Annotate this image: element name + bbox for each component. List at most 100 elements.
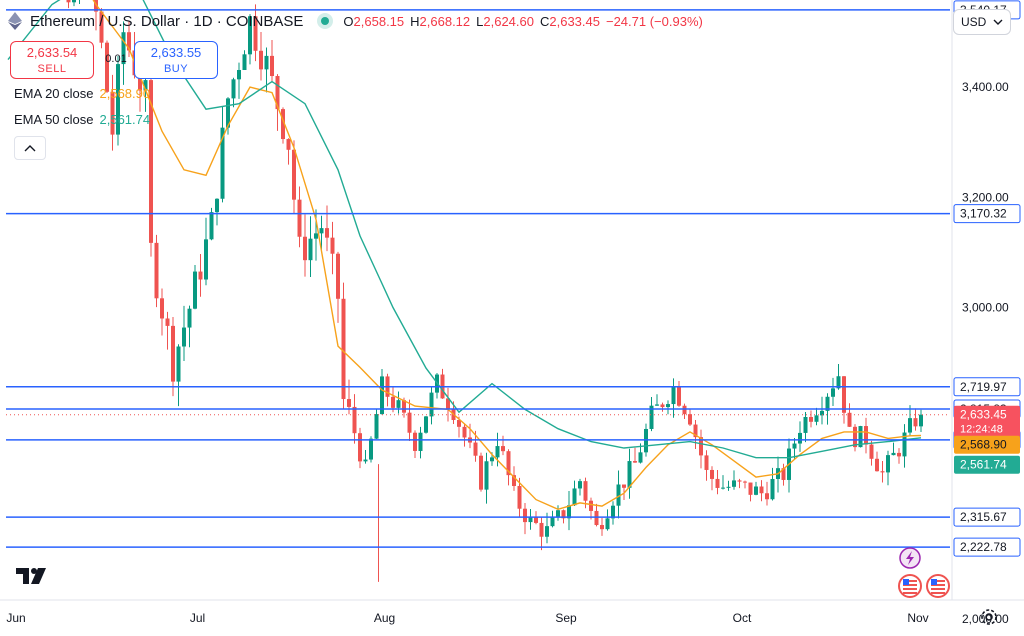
candle — [154, 234, 159, 308]
spread-value: 0.01 — [105, 53, 127, 65]
candle — [880, 460, 885, 483]
candle — [457, 416, 461, 438]
candle-body — [237, 69, 241, 80]
settings-gear-icon[interactable] — [978, 606, 1000, 628]
candle — [754, 481, 758, 496]
candle-body — [473, 442, 478, 456]
candle-body — [319, 228, 324, 234]
candle-body — [886, 455, 890, 473]
candle-body — [721, 487, 725, 489]
candle — [396, 391, 401, 414]
candle-body — [517, 485, 522, 509]
ema-price-label: 2,568.90 — [960, 438, 1007, 452]
candle — [891, 442, 896, 456]
candle-body — [567, 505, 571, 519]
candle — [605, 509, 610, 531]
candle — [160, 288, 164, 336]
ethereum-icon — [8, 12, 22, 30]
candle-body — [336, 253, 340, 299]
candle — [627, 448, 632, 499]
candle — [649, 397, 654, 432]
candle-body — [209, 212, 214, 240]
candle — [242, 50, 247, 71]
tradingview-logo[interactable] — [16, 566, 52, 592]
candle-body — [275, 76, 280, 110]
candle — [380, 368, 384, 415]
candle-body — [215, 198, 219, 213]
candle — [105, 40, 109, 93]
candle — [121, 21, 126, 85]
candle-body — [259, 50, 263, 70]
candle-body — [842, 376, 846, 413]
currency-selector[interactable]: USD — [953, 9, 1011, 35]
symbol-title[interactable]: Ethereum / U.S. Dollar · 1D · COINBASE — [30, 12, 304, 30]
bolt-icon[interactable] — [899, 547, 921, 569]
candle — [418, 426, 423, 459]
candle-body — [677, 386, 681, 406]
candle — [765, 481, 769, 506]
candle — [231, 77, 236, 108]
candle-body — [253, 16, 258, 51]
candle — [303, 214, 307, 277]
candle-body — [578, 481, 582, 489]
candle-body — [589, 500, 593, 511]
ema20-value: 2,568.90 — [99, 86, 151, 101]
candle — [259, 32, 263, 81]
candle-body — [682, 405, 687, 415]
candle-body — [666, 404, 670, 408]
candle-body — [248, 16, 252, 55]
candle — [308, 216, 313, 277]
candle-body — [583, 481, 588, 501]
candle-body — [836, 376, 841, 389]
candle — [281, 107, 285, 144]
candle-body — [655, 404, 659, 406]
us-flag-icon[interactable] — [926, 574, 950, 598]
candle-body — [506, 451, 511, 476]
candle-body — [732, 480, 736, 487]
candle — [374, 409, 379, 439]
candle-body — [198, 271, 203, 280]
candle-body — [396, 400, 401, 408]
sell-button[interactable]: 2,633.54 SELL — [10, 41, 94, 79]
candle-body — [358, 433, 362, 462]
candle-body — [374, 414, 379, 439]
candle — [275, 74, 280, 131]
candle-body — [545, 526, 549, 537]
collapse-chevron-icon — [24, 145, 36, 152]
candle — [149, 64, 153, 257]
y-tick-label: 2,000.00 — [962, 612, 1009, 626]
candle — [710, 466, 714, 491]
candle-body — [121, 32, 126, 65]
collapse-legend-button[interactable] — [14, 136, 46, 160]
candle — [781, 463, 786, 486]
candle — [501, 435, 505, 456]
candle — [919, 409, 923, 432]
candle-body — [660, 404, 665, 408]
candle-body — [864, 426, 868, 445]
candle — [429, 386, 434, 425]
candle — [853, 424, 857, 452]
candle-body — [160, 298, 164, 319]
candle — [847, 403, 852, 427]
candle-body — [231, 79, 236, 99]
candle-body — [457, 419, 461, 427]
candle-body — [528, 516, 533, 523]
ohlc-low: 2,624.60 — [483, 13, 534, 29]
candle — [550, 510, 555, 528]
event-markers[interactable] — [894, 546, 954, 600]
candle-body — [605, 518, 610, 530]
candle-body — [858, 426, 863, 448]
candle — [616, 470, 621, 519]
ema50-legend[interactable]: EMA 50 close 2,561.74 — [14, 112, 150, 127]
candle — [567, 491, 571, 531]
candle-body — [743, 481, 747, 483]
ema20-legend[interactable]: EMA 20 close 2,568.90 — [14, 86, 150, 101]
candle — [407, 399, 412, 441]
candle — [836, 364, 841, 390]
candle-body — [550, 517, 555, 527]
buy-button[interactable]: 2,633.55 BUY — [134, 41, 218, 79]
candle — [215, 198, 219, 226]
candle-body — [72, 0, 76, 3]
us-flag-icon[interactable] — [898, 574, 922, 598]
